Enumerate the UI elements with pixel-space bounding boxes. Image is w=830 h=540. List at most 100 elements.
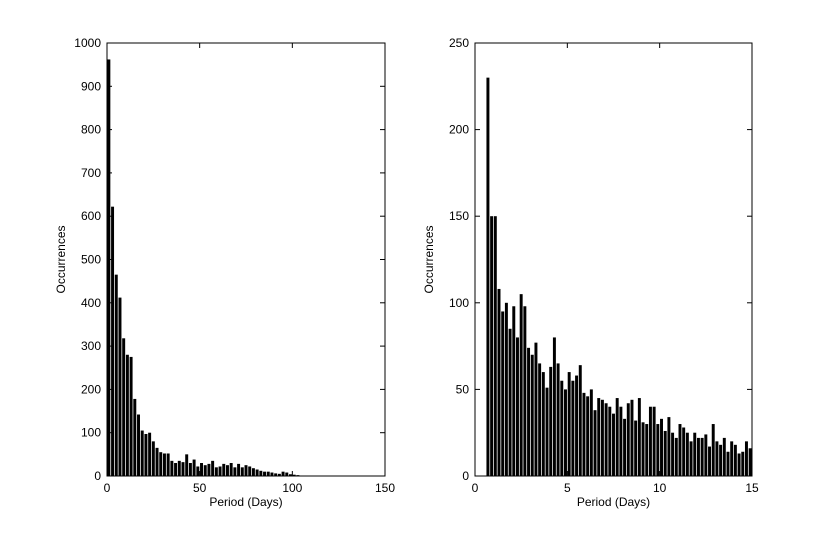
y-tick-label: 200 <box>449 123 469 137</box>
bar <box>527 348 530 476</box>
bar <box>282 472 285 476</box>
bar <box>230 463 233 476</box>
bar <box>219 466 222 476</box>
x-tick-label: 0 <box>472 481 479 495</box>
bar <box>630 400 633 476</box>
y-tick-label: 500 <box>81 253 101 267</box>
bar <box>734 445 737 476</box>
y-tick-label: 100 <box>81 426 101 440</box>
bar <box>245 465 248 476</box>
bar <box>486 78 489 476</box>
x-tick-label: 10 <box>653 481 667 495</box>
x-tick-label: 150 <box>375 481 395 495</box>
bar <box>675 438 678 476</box>
bar <box>745 441 748 476</box>
bar <box>664 431 667 476</box>
bar <box>133 399 136 476</box>
y-tick-label: 900 <box>81 79 101 93</box>
bar <box>144 434 147 476</box>
bar <box>174 463 177 476</box>
bar <box>693 433 696 476</box>
y-tick-label: 0 <box>462 469 469 483</box>
bar <box>701 438 704 476</box>
bar <box>642 422 645 476</box>
bar <box>564 389 567 476</box>
bar <box>653 407 656 476</box>
bar <box>207 464 210 476</box>
bar <box>501 311 504 476</box>
bar <box>222 464 225 476</box>
bar <box>259 471 262 476</box>
bar <box>568 372 571 476</box>
bar <box>560 381 563 476</box>
bar <box>660 419 663 476</box>
bar <box>571 381 574 476</box>
bar <box>549 367 552 476</box>
x-tick-label: 15 <box>745 481 759 495</box>
bar <box>141 431 144 476</box>
bar <box>557 363 560 476</box>
bar <box>605 403 608 476</box>
bar <box>159 452 162 476</box>
y-tick-label: 700 <box>81 166 101 180</box>
bar <box>152 441 155 476</box>
bar <box>115 275 118 476</box>
bar <box>233 467 236 476</box>
bar <box>738 453 741 476</box>
bar <box>682 428 685 476</box>
bar <box>523 306 526 476</box>
bar <box>542 372 545 476</box>
y-tick-label: 150 <box>449 209 469 223</box>
bar <box>122 338 125 476</box>
bar <box>204 465 207 476</box>
y-tick-label: 400 <box>81 296 101 310</box>
bar <box>130 357 133 476</box>
plot-frame <box>107 43 385 476</box>
bar <box>267 472 270 476</box>
bar <box>193 460 196 476</box>
y-tick-label: 50 <box>456 382 470 396</box>
bar <box>111 207 114 476</box>
bar <box>170 461 173 476</box>
bar <box>623 419 626 476</box>
bar <box>178 461 181 476</box>
bar <box>730 441 733 476</box>
y-tick-label: 600 <box>81 209 101 223</box>
bar <box>656 424 659 476</box>
bar <box>531 355 534 476</box>
bar <box>252 468 255 476</box>
bar <box>182 462 185 476</box>
bar <box>619 407 622 476</box>
y-tick-label: 0 <box>94 469 101 483</box>
bar <box>579 365 582 476</box>
bar <box>708 447 711 476</box>
y-axis-label: Occurrences <box>54 225 68 293</box>
bar <box>118 298 121 476</box>
x-axis-label: Period (Days) <box>209 495 282 509</box>
bar <box>263 472 266 476</box>
bar <box>749 448 752 476</box>
bar <box>215 467 218 476</box>
bar <box>148 433 151 476</box>
x-tick-label: 100 <box>282 481 302 495</box>
bar <box>608 407 611 476</box>
x-tick-label: 0 <box>104 481 111 495</box>
bar <box>575 376 578 476</box>
bar <box>163 453 166 476</box>
bar <box>594 410 597 476</box>
bar <box>686 433 689 476</box>
bar <box>649 407 652 476</box>
y-tick-label: 1000 <box>74 36 101 50</box>
bar <box>520 294 523 476</box>
bar <box>107 59 110 476</box>
bar <box>196 466 199 476</box>
bar <box>601 400 604 476</box>
bar <box>546 388 549 476</box>
bar <box>126 355 129 476</box>
bar <box>553 337 556 476</box>
y-axis-label: Occurrences <box>422 225 436 293</box>
bar <box>690 441 693 476</box>
y-tick-label: 250 <box>449 36 469 50</box>
bar <box>237 464 240 476</box>
bar <box>715 441 718 476</box>
